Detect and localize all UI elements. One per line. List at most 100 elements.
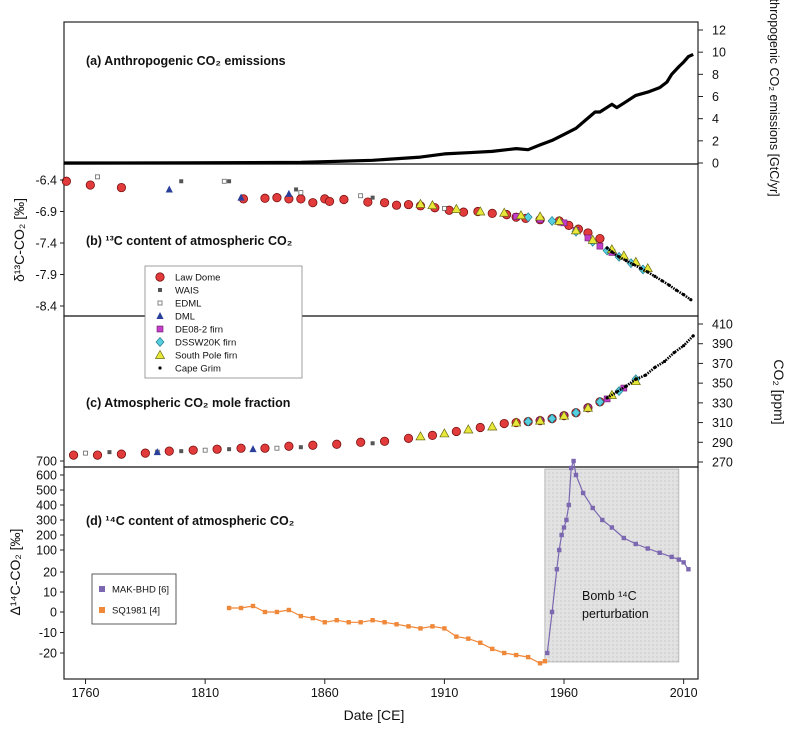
law-dome-point-b (379, 198, 390, 208)
sq1981-4-line (229, 605, 546, 664)
sq1981-4-point (226, 605, 232, 611)
ytick-label: 2 (712, 134, 719, 148)
mak-bhd-6-point (559, 532, 564, 538)
law-dome-point-b (61, 176, 71, 186)
cape-grim-point-c (672, 350, 676, 355)
ytick-label: -7.9 (35, 268, 57, 282)
cape-grim-point-b (617, 255, 621, 259)
mak-bhd-6-point (657, 550, 662, 555)
mak-bhd-6-point (609, 525, 615, 530)
ytick-label: 0 (712, 157, 719, 171)
panel-c-yticks: 270 290 310 330 350 370 390 410 (698, 318, 733, 470)
law-dome-point-b (324, 196, 335, 207)
ytick-label: 20 (43, 566, 57, 580)
legend-b-marker-cape-grim (158, 366, 162, 370)
sq1981-4-point (442, 626, 447, 631)
ytick-label: -10 (39, 626, 57, 640)
ytick-label: 310 (712, 416, 733, 430)
panel-d-title: (d) ¹⁴C content of atmospheric CO₂ (86, 514, 294, 528)
mak-bhd-6-point (681, 560, 686, 565)
sq1981-4-point (537, 661, 543, 666)
mak-bhd-6-point (633, 541, 638, 547)
xtick-label: 1760 (72, 686, 100, 700)
wais-point-c (370, 441, 375, 446)
legend-b-label: DML (175, 312, 195, 323)
ytick-label: 300 (36, 514, 57, 528)
south-pole-firn-point-b (475, 206, 486, 216)
cape-grim-series-c (606, 334, 695, 400)
panel-c-ylabel: CO₂ [ppm] (771, 359, 787, 424)
ytick-label: 100 (36, 544, 57, 558)
mak-bhd-6-point (676, 557, 682, 562)
edml-point-b (441, 205, 447, 211)
sq1981-4-point (490, 646, 495, 652)
sq1981-4-point (394, 622, 399, 627)
south-pole-firn-point-c (558, 410, 570, 420)
edml-point-c (202, 447, 208, 453)
legend-d: MAK-BHD [6] SQ1981 [4] (91, 573, 177, 625)
south-pole-firn-point-c (487, 421, 498, 431)
sq1981-4-point (262, 609, 268, 615)
cape-grim-point-c (682, 344, 686, 348)
south-pole-firn-point-b (451, 203, 462, 213)
mak-bhd-6-point (564, 517, 569, 523)
south-pole-firn-point-c (582, 402, 594, 412)
legend-b-label: EDML (175, 299, 201, 310)
cape-grim-point-b (660, 279, 664, 283)
south-pole-firn-point-b (587, 234, 598, 244)
legend-b-marker-south-pole-firn (154, 349, 166, 359)
cape-grim-point-c (653, 365, 657, 369)
cape-grim-point-b (646, 270, 650, 274)
sq1981-4-point (334, 618, 339, 623)
south-pole-firn-point-b (554, 215, 565, 225)
law-dome-point-c (308, 440, 318, 450)
wais-point-b (227, 179, 232, 184)
sq1981-4-point (418, 626, 423, 631)
law-dome-point-c (475, 422, 485, 433)
panel-d-ylabel: Δ¹⁴C-CO₂ [‰] (7, 529, 23, 616)
cape-grim-point-b (667, 283, 671, 287)
mak-bhd-6-point (686, 567, 691, 572)
ytick-label: 10 (43, 586, 57, 600)
sq1981-4-point (358, 620, 363, 625)
cape-grim-point-b (631, 262, 636, 267)
ytick-label: 370 (712, 357, 733, 371)
cape-grim-point-c (624, 384, 628, 388)
panel-d-frame (63, 466, 699, 680)
cape-grim-point-c (691, 334, 695, 338)
legend-b-marker-edml (157, 300, 163, 306)
law-dome-point-c (212, 444, 222, 454)
panel-c-title: (c) Atmospheric CO₂ mole fraction (86, 396, 290, 410)
wais-point-c (298, 445, 303, 450)
law-dome-point-c (403, 433, 414, 443)
x-axis-ticks: 1760 1810 1860 1910 1960 2010 (72, 679, 698, 700)
mak-bhd-6-point (590, 505, 595, 511)
ytick-label: 4 (712, 112, 719, 126)
dml-point-c (153, 448, 161, 456)
legend-b-marker-dssw20k-firn (155, 337, 165, 347)
xtick-label: 1960 (550, 686, 578, 700)
sq1981-4-point (322, 620, 327, 625)
sq1981-4-point (478, 640, 483, 645)
cape-grim-point-b (638, 266, 643, 270)
wais-point-b (370, 195, 375, 200)
law-dome-point-c (92, 450, 103, 460)
law-dome-point-b (116, 182, 127, 193)
law-dome-point-c (356, 437, 366, 447)
legend-b-marker-wais (158, 288, 162, 292)
panel-b-ylabel: δ¹³C-CO₂ [‰] (11, 198, 27, 282)
cape-grim-point-b (653, 274, 657, 278)
panel-b-yticks: -6.4 -6.9 -7.4 -7.9 -8.4 (35, 174, 64, 314)
cape-grim-point-c (662, 359, 667, 364)
south-pole-firn-point-b (570, 225, 582, 235)
legend-b-marker-de08-2-firn (156, 325, 164, 333)
dml-point-b (237, 193, 245, 201)
panel-a-ylabel: Anthropogenic CO₂ emissions [GtC/yr] (767, 0, 781, 197)
cape-grim-point-c (634, 377, 638, 381)
panel-b-data (61, 174, 693, 302)
south-pole-firn-point-c (511, 417, 522, 427)
edml-point-b (298, 190, 304, 196)
cape-grim-point-c (605, 396, 609, 400)
edml-point-c (83, 450, 88, 456)
